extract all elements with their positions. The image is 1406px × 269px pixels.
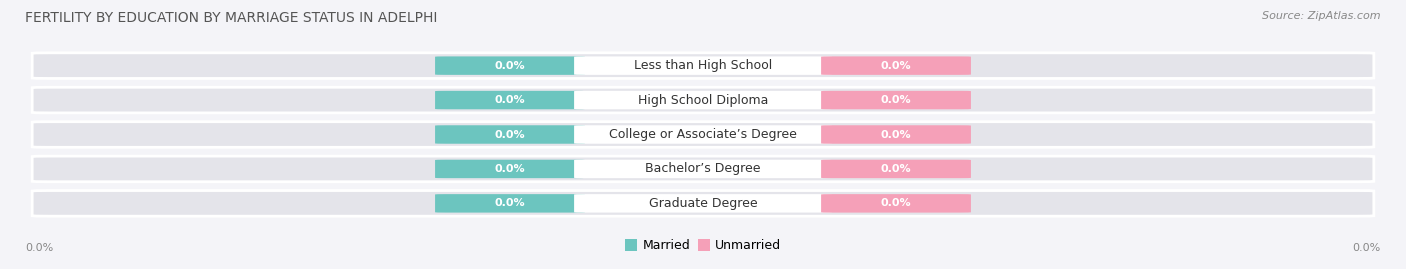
FancyBboxPatch shape — [32, 53, 1374, 79]
FancyBboxPatch shape — [821, 194, 972, 213]
Text: Bachelor’s Degree: Bachelor’s Degree — [645, 162, 761, 175]
Text: High School Diploma: High School Diploma — [638, 94, 768, 107]
FancyBboxPatch shape — [32, 122, 1374, 147]
FancyBboxPatch shape — [574, 194, 832, 213]
FancyBboxPatch shape — [434, 56, 585, 75]
Text: 0.0%: 0.0% — [495, 61, 526, 71]
FancyBboxPatch shape — [32, 156, 1374, 182]
Text: 0.0%: 0.0% — [495, 95, 526, 105]
FancyBboxPatch shape — [821, 91, 972, 109]
FancyBboxPatch shape — [574, 160, 832, 178]
FancyBboxPatch shape — [434, 125, 585, 144]
FancyBboxPatch shape — [434, 91, 585, 109]
Text: College or Associate’s Degree: College or Associate’s Degree — [609, 128, 797, 141]
FancyBboxPatch shape — [434, 194, 585, 213]
FancyBboxPatch shape — [434, 160, 585, 178]
Text: Less than High School: Less than High School — [634, 59, 772, 72]
Text: 0.0%: 0.0% — [1353, 243, 1381, 253]
Text: 0.0%: 0.0% — [25, 243, 53, 253]
FancyBboxPatch shape — [574, 125, 832, 144]
Text: 0.0%: 0.0% — [880, 164, 911, 174]
Text: Graduate Degree: Graduate Degree — [648, 197, 758, 210]
Legend: Married, Unmarried: Married, Unmarried — [624, 239, 782, 252]
Text: 0.0%: 0.0% — [495, 129, 526, 140]
FancyBboxPatch shape — [574, 91, 832, 109]
FancyBboxPatch shape — [32, 190, 1374, 216]
Text: Source: ZipAtlas.com: Source: ZipAtlas.com — [1263, 11, 1381, 21]
FancyBboxPatch shape — [574, 56, 832, 75]
FancyBboxPatch shape — [821, 160, 972, 178]
Text: 0.0%: 0.0% — [495, 198, 526, 208]
Text: 0.0%: 0.0% — [880, 198, 911, 208]
Text: 0.0%: 0.0% — [495, 164, 526, 174]
FancyBboxPatch shape — [821, 56, 972, 75]
Text: FERTILITY BY EDUCATION BY MARRIAGE STATUS IN ADELPHI: FERTILITY BY EDUCATION BY MARRIAGE STATU… — [25, 11, 437, 25]
Text: 0.0%: 0.0% — [880, 95, 911, 105]
Text: 0.0%: 0.0% — [880, 61, 911, 71]
Text: 0.0%: 0.0% — [880, 129, 911, 140]
FancyBboxPatch shape — [821, 125, 972, 144]
FancyBboxPatch shape — [32, 87, 1374, 113]
